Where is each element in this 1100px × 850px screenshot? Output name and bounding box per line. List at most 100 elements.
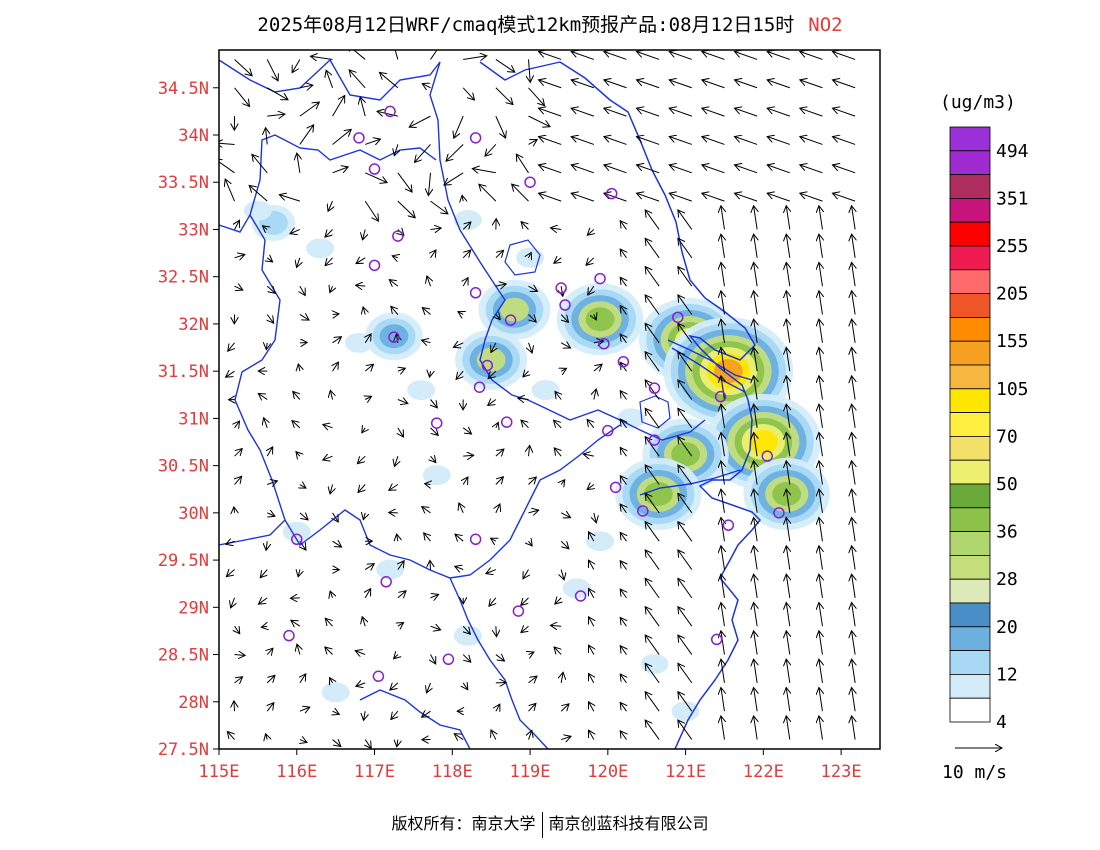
station-marker [555, 282, 567, 294]
wind-arrow [363, 229, 366, 239]
legend-swatch [949, 578, 991, 604]
lon-tick-label: 117E [354, 762, 395, 782]
wind-arrow [332, 95, 345, 117]
wind-arrow [645, 238, 660, 259]
wind-arrow [636, 137, 660, 145]
station-marker [574, 590, 587, 602]
wind-arrow [678, 635, 693, 655]
lat-tick-label: 32.5N [158, 268, 209, 288]
wind-arrow [852, 546, 856, 570]
wind-arrow [669, 108, 692, 117]
legend-swatch [949, 459, 991, 485]
wind-arrow [852, 319, 856, 343]
wind-arrow [398, 561, 404, 570]
wind-arrow [636, 165, 660, 174]
wind-arrow [234, 677, 243, 683]
wind-arrow [721, 206, 725, 230]
station-marker [648, 382, 661, 394]
wind-arrow [491, 342, 496, 353]
wind-arrow [852, 291, 856, 315]
wind-arrow [636, 52, 660, 60]
wind-arrow [226, 371, 235, 377]
station-marker [617, 355, 630, 368]
wind-arrow [291, 620, 301, 626]
wind-arrow [550, 625, 562, 626]
footer: 版权所有：南京大学 南京创蓝科技有限公司 [0, 810, 1100, 838]
wind-arrow [258, 393, 268, 399]
wind-arrow [529, 59, 531, 82]
footer-separator [541, 811, 543, 838]
station-marker [372, 670, 385, 683]
wind-arrow [560, 513, 570, 518]
wind-arrow [678, 465, 693, 485]
wind-arrow [620, 561, 626, 570]
wind-arrow [721, 659, 725, 683]
wind-arrow [786, 631, 790, 655]
wind-arrow [767, 52, 790, 60]
wind-arrow [485, 144, 497, 156]
concentration-blob [671, 701, 700, 722]
wind-arrow [463, 477, 468, 485]
wind-arrow [228, 342, 235, 351]
wind-arrow [235, 476, 242, 485]
wind-arrow [589, 730, 594, 740]
wind-arrow [560, 314, 568, 322]
wind-arrow [267, 447, 273, 457]
wind-arrow [267, 513, 275, 516]
wind-arrow [702, 193, 725, 202]
wind-arrow [555, 391, 561, 400]
wind-arrow [734, 137, 758, 145]
wind-arrow [310, 56, 333, 59]
wind-arrow [571, 108, 594, 117]
wind-arrow [645, 380, 660, 400]
concentration-blob [516, 247, 545, 268]
wind-arrow [409, 115, 431, 127]
wind-arrow [430, 626, 441, 630]
wind-arrow [398, 368, 405, 371]
wind-arrow [529, 445, 530, 457]
wind-arrow [479, 184, 497, 202]
wind-arrow [528, 286, 538, 291]
wind-arrow [227, 732, 234, 740]
wind-arrow [293, 391, 300, 400]
legend-swatch [949, 316, 991, 342]
wind-arrow [397, 200, 415, 218]
wind-arrow [678, 267, 693, 287]
station-marker [469, 533, 482, 546]
wind-arrow [645, 408, 660, 429]
wind-arrow [734, 193, 758, 202]
station-marker [430, 417, 443, 429]
wind-arrow [430, 560, 431, 570]
wind-arrow [800, 80, 823, 89]
wind-arrow [754, 687, 758, 712]
wind-arrow [645, 295, 660, 315]
wind-arrow [555, 598, 561, 604]
legend-label: 155 [996, 331, 1029, 352]
wind-arrow [488, 400, 497, 406]
wind-arrow [786, 291, 790, 315]
wind-arrow [852, 404, 856, 428]
wind-arrow [593, 364, 602, 371]
wind-arrow [589, 702, 594, 712]
zhejiang-jiangxi-boundary [449, 577, 549, 749]
wind-arrow [819, 546, 823, 570]
wind-arrow [589, 588, 594, 599]
wind-arrow [512, 184, 529, 202]
wind-arrow [455, 534, 464, 541]
wind-arrow [645, 635, 660, 655]
wind-arrow [528, 676, 537, 683]
wind-arrow [356, 285, 366, 286]
wind-arrow [495, 284, 506, 286]
wind-arrow [455, 566, 464, 569]
wind-arrow [528, 87, 545, 106]
yangtze-estuary [667, 339, 753, 393]
wind-arrow [299, 707, 310, 711]
wind-arrow [456, 370, 463, 379]
wind-arrow [721, 262, 725, 287]
wind-arrow [491, 730, 496, 740]
station-marker [598, 338, 610, 350]
legend-swatch [949, 364, 991, 390]
wind-arrow [529, 342, 533, 353]
wind-arrow [297, 644, 300, 655]
wind-arrow [463, 683, 468, 690]
